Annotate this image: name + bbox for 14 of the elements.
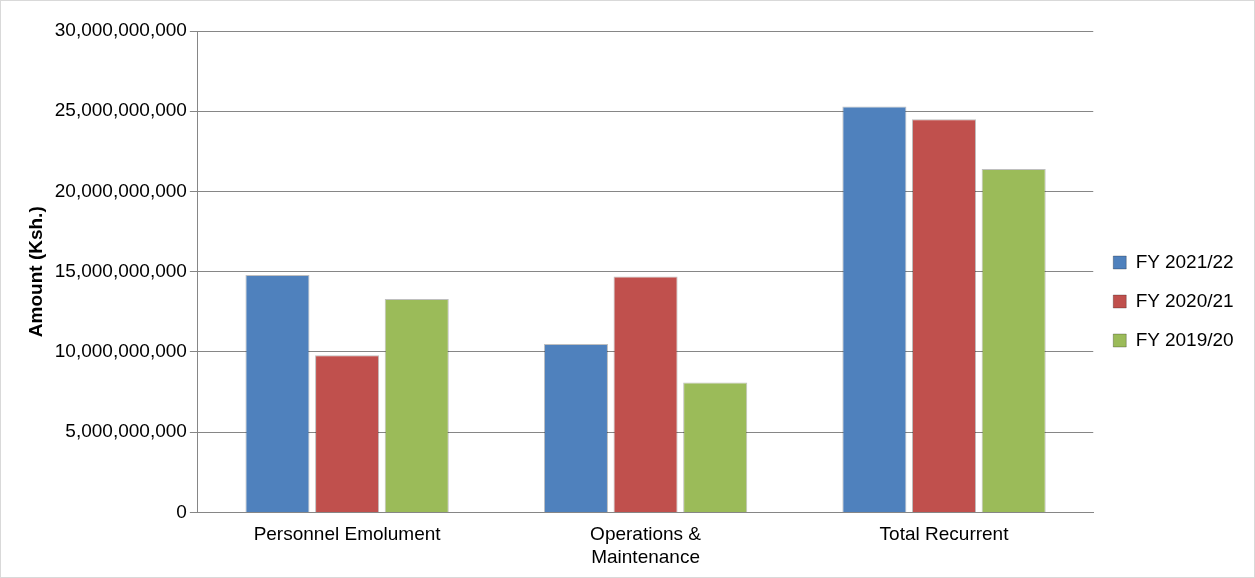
x-tick-label: Operations & Maintenance <box>590 523 702 567</box>
y-tick-label: 5,000,000,000 <box>65 420 187 442</box>
x-tick-label: Personnel Emolument <box>253 523 442 545</box>
legend-label: FY 2021/22 <box>1135 250 1234 272</box>
y-tick-label: 10,000,000,000 <box>54 340 187 362</box>
y-tick-label: 0 <box>176 500 187 522</box>
y-axis-title: Amount (Ksh.) <box>24 206 46 338</box>
y-tick-label: 15,000,000,000 <box>54 259 187 281</box>
legend-label: FY 2020/21 <box>1135 289 1234 311</box>
x-tick-label: Total Recurrent <box>879 523 1010 545</box>
y-tick-label: 30,000,000,000 <box>54 19 187 41</box>
legend-label: FY 2019/20 <box>1135 328 1234 350</box>
y-tick-label: 25,000,000,000 <box>54 99 187 121</box>
y-tick-label: 20,000,000,000 <box>54 179 187 201</box>
